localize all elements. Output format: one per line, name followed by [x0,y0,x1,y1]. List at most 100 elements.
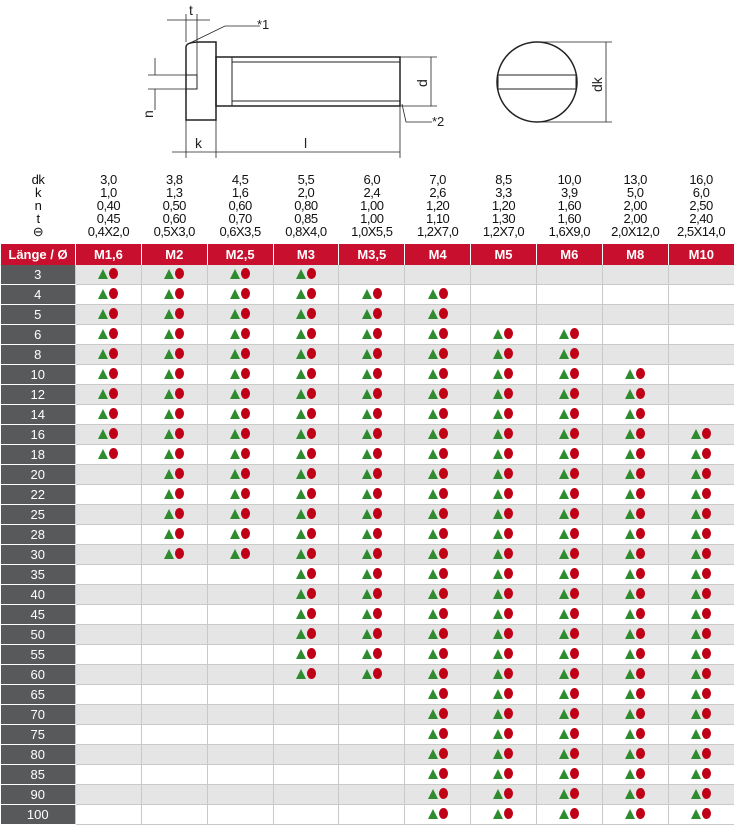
circle-icon [636,468,646,479]
circle-icon [570,728,580,739]
availability-cell [667,265,734,285]
availability-cell [470,584,537,605]
availability-cell [535,284,603,305]
triangle-icon [230,349,241,359]
spec-value: 0,50 [162,198,187,213]
circle-icon [306,468,316,479]
triangle-icon [164,389,175,399]
availability-cell [404,364,471,385]
circle-icon [702,748,712,759]
triangle-icon [427,809,438,819]
availability-cell [535,804,603,825]
triangle-icon [691,789,702,799]
availability-cell [338,324,405,345]
triangle-icon [230,269,241,279]
availability-cell [667,404,734,425]
availability-cell [140,304,208,325]
triangle-icon [427,509,438,519]
availability-cell [404,804,471,825]
circle-icon [702,508,712,519]
triangle-icon [164,289,175,299]
circle-icon [636,588,646,599]
availability-cell [338,664,405,685]
length-label: 20 [0,464,76,485]
availability-cell [272,724,339,745]
circle-icon [438,488,448,499]
triangle-icon [361,289,372,299]
circle-icon [570,508,580,519]
circle-icon [372,448,382,459]
triangle-icon [625,409,636,419]
availability-cell [535,344,603,365]
availability-cell [667,424,734,445]
availability-cell [535,484,603,505]
table-row: 80 [0,744,734,765]
availability-cell [470,364,537,385]
triangle-icon [361,589,372,599]
circle-icon [175,548,185,559]
availability-cell [470,684,537,705]
size-header: M6 [535,244,603,265]
triangle-icon [427,329,438,339]
availability-cell [75,364,142,385]
availability-cell [667,684,734,705]
circle-icon [175,508,185,519]
availability-cell [535,384,603,405]
availability-cell [206,564,274,585]
availability-cell [272,265,339,285]
circle-icon [636,668,646,679]
circle-icon [636,628,646,639]
circle-icon [372,368,382,379]
availability-cell [601,524,669,545]
triangle-icon [559,649,570,659]
size-header: M10 [667,244,734,265]
triangle-icon [230,369,241,379]
circle-icon [306,528,316,539]
circle-icon [175,348,185,359]
availability-cell [206,384,274,405]
triangle-icon [493,749,504,759]
triangle-icon [625,669,636,679]
availability-cell [75,444,142,465]
circle-icon [372,328,382,339]
spec-value: 6,0 [363,172,381,187]
circle-icon [438,348,448,359]
spec-value: 2,00 [623,198,648,213]
triangle-icon [625,729,636,739]
circle-icon [438,668,448,679]
dim-label-n: n [140,110,156,118]
availability-cell [535,624,603,645]
triangle-icon [691,769,702,779]
circle-icon [570,688,580,699]
availability-cell [206,484,274,505]
availability-cell [601,624,669,645]
triangle-icon [164,369,175,379]
circle-icon [241,528,251,539]
triangle-icon [361,569,372,579]
triangle-icon [361,449,372,459]
triangle-icon [427,569,438,579]
availability-cell [140,384,208,405]
circle-icon [438,788,448,799]
circle-icon [306,648,316,659]
availability-cell [75,664,142,685]
circle-icon [438,808,448,819]
triangle-icon [559,469,570,479]
circle-icon [504,548,514,559]
spec-value: 0,60 [228,198,252,213]
circle-icon [306,428,316,439]
triangle-icon [361,669,372,679]
circle-icon [175,468,185,479]
availability-cell [470,464,537,485]
spec-value: 1,3 [165,185,183,200]
circle-icon [241,488,251,499]
availability-cell [667,744,734,765]
availability-cell [338,265,405,285]
circle-icon [175,448,185,459]
availability-cell [601,364,669,385]
circle-icon [438,428,448,439]
availability-cell [535,564,603,585]
circle-icon [636,808,646,819]
circle-icon [636,368,646,379]
triangle-icon [295,509,306,519]
